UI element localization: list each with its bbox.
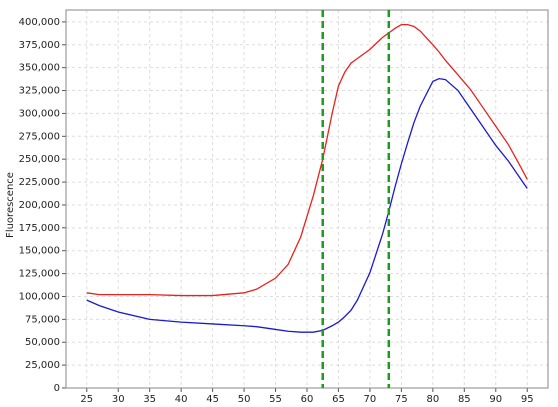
- y-tick-label: 325,000: [19, 86, 60, 97]
- y-tick-label: 300,000: [19, 108, 60, 119]
- y-tick-label: 150,000: [19, 246, 60, 257]
- y-tick-label: 50,000: [25, 337, 60, 348]
- x-tick-label: 75: [395, 394, 408, 405]
- y-axis-label: Fluorescence: [5, 172, 16, 238]
- x-tick-label: 30: [112, 394, 125, 405]
- y-tick-label: 225,000: [19, 177, 60, 188]
- line-series: [86, 23, 528, 297]
- y-tick-label: 400,000: [19, 17, 60, 28]
- plot-frame: [65, 9, 549, 389]
- x-tick-label: 90: [489, 394, 502, 405]
- y-tick-label: 350,000: [19, 63, 60, 74]
- x-tick-label: 40: [175, 394, 188, 405]
- x-tick-label: 45: [206, 394, 219, 405]
- y-tick-label: 75,000: [25, 314, 60, 325]
- x-tick-label: 25: [80, 394, 93, 405]
- y-tick-label: 175,000: [19, 223, 60, 234]
- x-tick-label: 95: [521, 394, 534, 405]
- x-tick-label: 60: [301, 394, 314, 405]
- y-tick-label: 200,000: [19, 200, 60, 211]
- x-tick-label: 70: [364, 394, 377, 405]
- y-tick-label: 125,000: [19, 269, 60, 280]
- line-series: [86, 77, 528, 333]
- y-tick-label: 275,000: [19, 131, 60, 142]
- x-tick-label: 85: [458, 394, 471, 405]
- y-tick-label: 375,000: [19, 40, 60, 51]
- x-tick-label: 80: [426, 394, 439, 405]
- x-tick-label: 35: [143, 394, 156, 405]
- x-tick-label: 50: [238, 394, 251, 405]
- y-tick-label: 0: [54, 383, 60, 394]
- x-tick-label: 65: [332, 394, 345, 405]
- x-tick-label: 55: [269, 394, 282, 405]
- y-tick-label: 25,000: [25, 360, 60, 371]
- y-tick-label: 100,000: [19, 291, 60, 302]
- y-tick-label: 250,000: [19, 154, 60, 165]
